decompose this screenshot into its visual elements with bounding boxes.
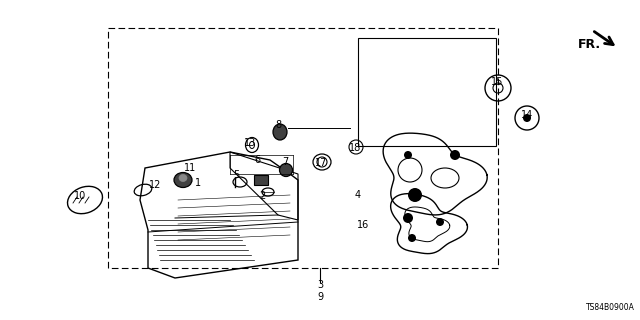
Text: 17: 17 [315,158,327,168]
Text: 3: 3 [317,280,323,290]
Text: 10: 10 [74,191,86,201]
Text: 1: 1 [195,178,201,188]
Text: 4: 4 [355,190,361,200]
Text: 6: 6 [254,155,260,165]
Bar [108,28,498,268]
Circle shape [404,151,412,159]
Text: 2: 2 [259,191,265,201]
Text: 11: 11 [184,163,196,173]
Text: 18: 18 [349,143,361,153]
Text: 5: 5 [233,170,239,180]
Ellipse shape [174,172,192,188]
Ellipse shape [179,174,187,181]
Circle shape [450,150,460,160]
Circle shape [523,114,531,122]
Text: 7: 7 [282,157,288,167]
Text: FR.: FR. [578,38,601,51]
Ellipse shape [280,164,292,177]
Circle shape [408,234,416,242]
Text: 15: 15 [491,77,503,87]
Text: 8: 8 [275,120,281,130]
Text: TS84B0900A: TS84B0900A [586,303,635,312]
Circle shape [408,188,422,202]
Text: 12: 12 [149,180,161,190]
Text: 14: 14 [521,110,533,120]
Text: 9: 9 [317,292,323,302]
Ellipse shape [273,124,287,140]
Circle shape [436,218,444,226]
Bar [254,175,268,185]
Bar [358,38,496,146]
Text: 16: 16 [357,220,369,230]
Text: 13: 13 [244,138,256,148]
Circle shape [403,213,413,223]
